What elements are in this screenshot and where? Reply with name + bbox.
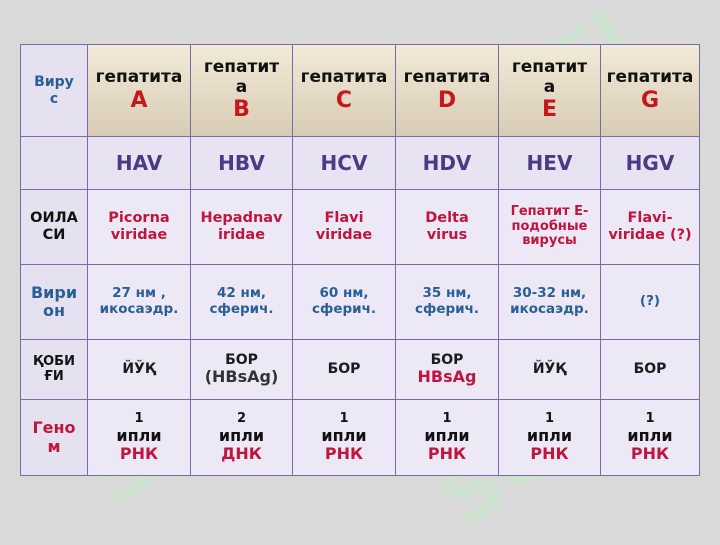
- header-cell: гепатита A: [88, 45, 191, 137]
- genome-cell: 1 ипли РНК: [88, 400, 191, 476]
- abbr-cell: HEV: [499, 137, 601, 190]
- family-cell: Flavi- viridae (?): [601, 190, 700, 265]
- genome-cell: 2 ипли ДНК: [191, 400, 293, 476]
- abbr-cell: HBV: [191, 137, 293, 190]
- row-label-family: ОИЛА СИ: [21, 190, 88, 265]
- header-cell: гепатита G: [601, 45, 700, 137]
- row-label-capsule: ҚОБИ ҒИ: [21, 340, 88, 400]
- capsule-cell: ЙЎҚ: [88, 340, 191, 400]
- virion-cell: 60 нм, сферич.: [293, 265, 396, 340]
- genome-cell: 1 ипли РНК: [499, 400, 601, 476]
- header-cell: гепатита D: [396, 45, 499, 137]
- header-cell: гепатита C: [293, 45, 396, 137]
- family-cell: Delta virus: [396, 190, 499, 265]
- virion-cell: 30-32 нм, икосаэдр.: [499, 265, 601, 340]
- genome-cell: 1 ипли РНК: [293, 400, 396, 476]
- genome-cell: 1 ипли РНК: [396, 400, 499, 476]
- family-cell: Hepadnav iridae: [191, 190, 293, 265]
- capsule-cell: БОР: [293, 340, 396, 400]
- abbr-cell: HDV: [396, 137, 499, 190]
- virion-cell: (?): [601, 265, 700, 340]
- row-label-genome: Гено м: [21, 400, 88, 476]
- virion-cell: 27 нм , икосаэдр.: [88, 265, 191, 340]
- family-cell: Гепатит Е- подобные вирусы: [499, 190, 601, 265]
- row-label-virus: Виру с: [21, 45, 88, 137]
- capsule-cell: БОР HBsAg: [396, 340, 499, 400]
- hepatitis-table: Виру с гепатита A гепатит а B гепатита C…: [20, 44, 700, 476]
- row-label-empty: [21, 137, 88, 190]
- abbr-cell: HAV: [88, 137, 191, 190]
- capsule-cell: ЙЎҚ: [499, 340, 601, 400]
- abbr-cell: HCV: [293, 137, 396, 190]
- capsule-cell: БОР (HBsAg): [191, 340, 293, 400]
- header-cell: гепатит а B: [191, 45, 293, 137]
- capsule-cell: БОР: [601, 340, 700, 400]
- family-cell: Picorna viridae: [88, 190, 191, 265]
- family-cell: Flavi viridae: [293, 190, 396, 265]
- header-cell: гепатит а E: [499, 45, 601, 137]
- row-label-virion: Вири он: [21, 265, 88, 340]
- genome-cell: 1 ипли РНК: [601, 400, 700, 476]
- virion-cell: 35 нм, сферич.: [396, 265, 499, 340]
- abbr-cell: HGV: [601, 137, 700, 190]
- virion-cell: 42 нм, сферич.: [191, 265, 293, 340]
